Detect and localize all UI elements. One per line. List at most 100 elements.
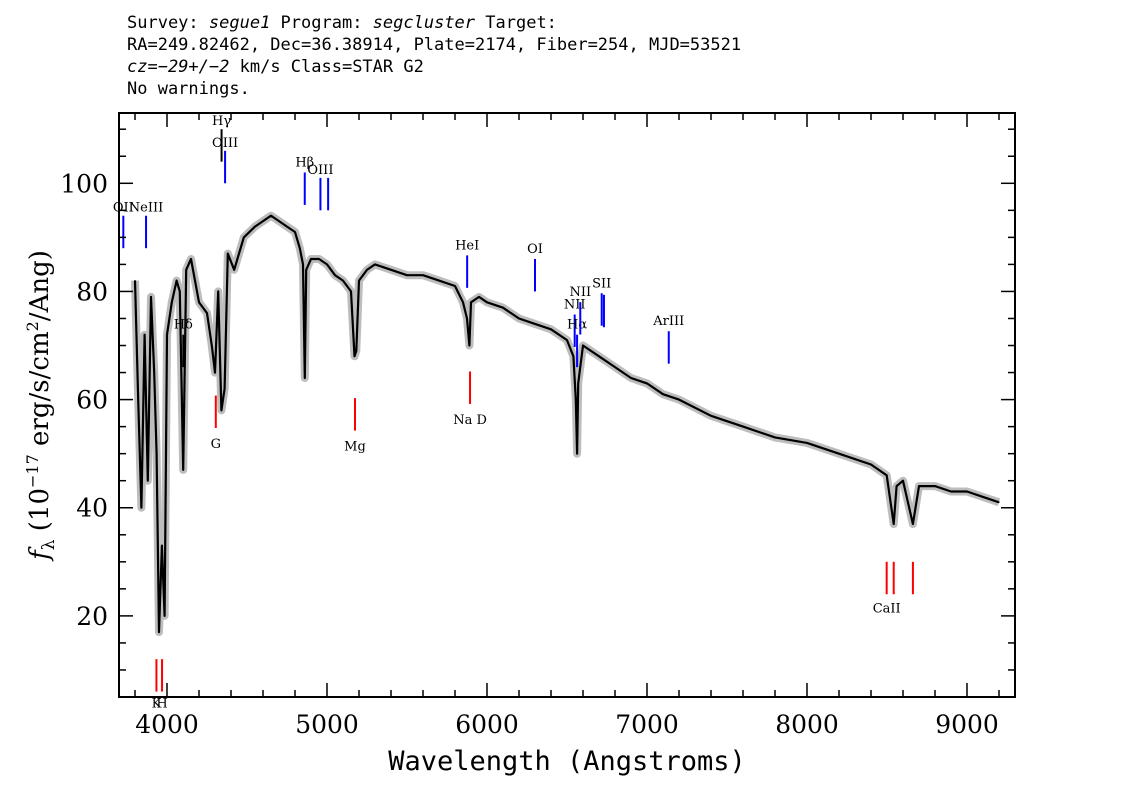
y-tick-label: 100 [60,169,108,198]
data-point [334,274,336,276]
data-point [966,490,968,493]
data-point [902,480,904,482]
class-text: km/s Class=STAR G2 [229,57,424,77]
line-label: Hα [567,318,587,333]
data-point [278,220,280,222]
line-label: HeI [455,238,479,253]
data-point [678,399,680,401]
x-tick-label: 9000 [935,710,999,739]
data-point [254,226,256,228]
data-point [982,496,984,498]
data-point [161,545,163,547]
data-point [166,334,168,336]
line-label: Hδ [174,318,193,333]
data-point [774,436,776,438]
x-tick-label: 6000 [455,710,519,739]
data-point [576,453,578,455]
y-tick-label: 60 [76,386,108,415]
x-axis-label: Wavelength (Angstroms) [388,746,746,777]
data-point [214,372,216,374]
data-point [176,280,178,282]
plot-frame [118,112,1016,698]
line-label: H [156,697,167,712]
data-point [438,280,440,282]
data-point [478,296,480,298]
data-point [934,485,936,487]
data-point [140,507,142,509]
data-point [950,490,952,493]
data-point [893,523,895,525]
data-point [518,317,520,320]
data-point [806,442,808,444]
data-point [153,372,155,374]
data-point [662,393,664,395]
survey-value: segue1 [208,13,271,33]
data-point [355,350,357,352]
data-point [462,301,464,303]
survey-label: Survey: [127,13,209,33]
x-tick-label: 5000 [295,710,359,739]
target-label: Target: [475,13,557,33]
data-point [144,334,146,336]
data-point [998,501,1000,503]
line-label: Na D [453,413,487,428]
x-tick-label: 4000 [135,710,199,739]
data-point [198,301,200,303]
x-tick-label: 8000 [775,710,839,739]
line-label: Hγ [212,114,231,129]
flux-series [133,214,1000,634]
data-point [534,323,536,325]
data-point [299,247,301,249]
data-point [575,399,577,401]
data-point [577,382,579,384]
program-label: Program: [270,13,373,33]
data-point [150,296,152,298]
data-point [422,274,424,276]
data-point [572,355,575,357]
line-label: OIII [307,163,333,178]
data-point [206,312,208,314]
line-label: OIII [212,136,238,151]
data-point [270,215,272,217]
data-point [342,280,344,282]
data-point [710,415,712,417]
line-label: Hβ [295,155,314,170]
data-point [502,307,504,309]
x-tick-label: 7000 [615,710,679,739]
data-point [147,480,149,482]
data-point [294,231,296,233]
data-point [158,631,160,633]
program-value: segcluster [372,13,476,33]
y-axis-label: fλ (10−17 erg/s/cm2/Ang) [23,250,59,562]
data-point [156,453,158,455]
error-envelope [131,211,1001,637]
line-label: ArIII [652,314,684,329]
data-point [374,263,376,265]
data-point [224,388,226,390]
data-point [164,615,166,617]
cz-value: =−29+/−2 [147,57,230,77]
data-point [227,253,229,255]
data-point [582,344,584,347]
error-band [131,211,1001,637]
data-point [310,258,312,260]
line-label: Mg [344,440,366,455]
line-label: NeIII [129,201,163,216]
header-line-coordinates: RA=249.82462, Dec=36.38914, Plate=2174, … [127,35,742,55]
line-label: OI [527,242,543,257]
header-line-survey: Survey: segue1 Program: segcluster Targe… [127,12,741,34]
spectrum-header: Survey: segue1 Program: segcluster Targe… [127,12,741,100]
y-tick-label: 20 [76,602,108,631]
data-point [742,426,744,428]
data-point [305,269,307,271]
cz-label: cz [127,57,148,77]
data-point [838,453,840,455]
data-point [896,485,898,487]
data-point [185,269,187,271]
data-point [220,409,222,411]
data-point [243,236,245,238]
header-line-redshift: cz=−29+/−2 km/s Class=STAR G2 [127,56,741,78]
data-point [262,220,264,222]
data-point [353,355,356,357]
